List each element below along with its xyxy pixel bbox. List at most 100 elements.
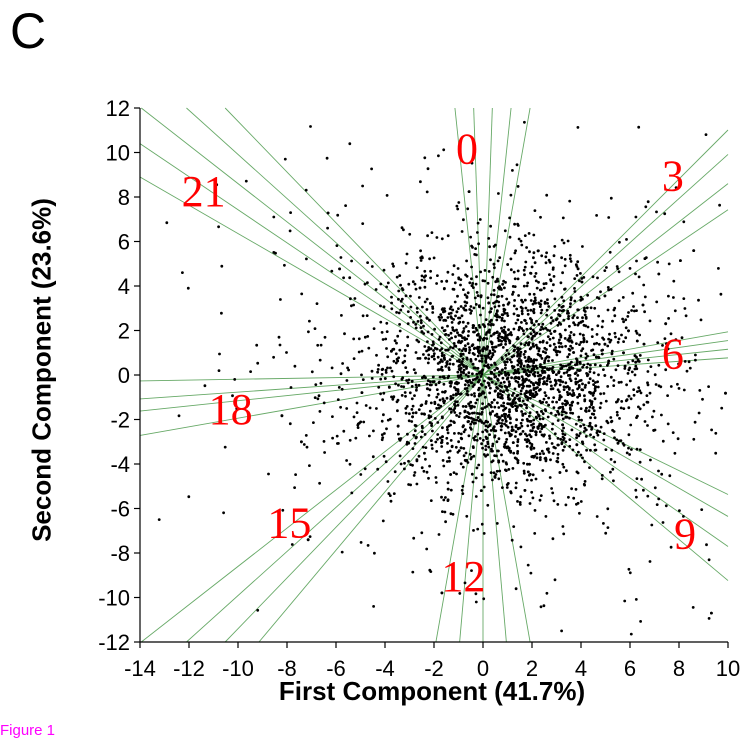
- data-point: [557, 371, 561, 375]
- cluster-label-15: 15: [267, 498, 311, 547]
- data-point: [677, 362, 680, 366]
- data-point: [462, 288, 465, 291]
- data-point: [524, 395, 528, 399]
- data-point: [342, 276, 345, 280]
- data-point: [446, 425, 449, 429]
- data-point: [436, 355, 440, 359]
- data-point: [714, 451, 718, 455]
- data-point: [407, 419, 411, 423]
- data-point: [492, 262, 496, 266]
- data-point: [539, 388, 542, 391]
- data-point: [479, 489, 483, 492]
- data-point: [572, 391, 575, 395]
- data-point: [512, 525, 516, 528]
- data-point: [504, 340, 508, 343]
- data-point: [385, 347, 388, 350]
- data-point: [406, 381, 410, 385]
- data-point: [564, 364, 568, 368]
- data-point: [602, 432, 606, 435]
- data-point: [637, 125, 641, 129]
- data-point: [406, 335, 410, 339]
- data-point: [377, 363, 380, 367]
- data-point: [518, 426, 522, 430]
- data-point: [590, 412, 594, 416]
- data-point: [448, 358, 452, 362]
- data-point: [561, 448, 565, 452]
- data-point: [648, 391, 652, 395]
- data-point: [682, 297, 686, 300]
- data-point: [520, 309, 524, 313]
- data-point: [602, 338, 606, 341]
- data-point: [533, 374, 537, 378]
- data-point: [623, 364, 627, 368]
- data-point: [451, 328, 455, 332]
- data-point: [593, 389, 597, 392]
- data-point: [551, 400, 554, 404]
- data-point: [568, 257, 572, 261]
- data-point: [356, 423, 360, 427]
- data-point: [581, 382, 584, 386]
- data-point: [419, 314, 422, 318]
- data-point: [612, 479, 615, 483]
- data-point: [410, 420, 414, 423]
- data-point: [576, 126, 580, 129]
- data-point: [468, 404, 472, 408]
- data-point: [405, 405, 409, 408]
- data-point: [532, 388, 536, 392]
- data-point: [542, 282, 546, 286]
- data-point: [392, 264, 395, 268]
- data-point: [503, 360, 507, 364]
- ray-18-3: [139, 374, 484, 382]
- data-point: [550, 316, 553, 320]
- data-point: [511, 169, 514, 172]
- data-point: [389, 499, 393, 503]
- data-point: [323, 335, 327, 339]
- data-point: [460, 230, 464, 233]
- data-point: [481, 446, 484, 450]
- data-point: [440, 591, 444, 595]
- data-point: [634, 360, 637, 364]
- data-point: [386, 355, 390, 359]
- data-point: [531, 429, 534, 432]
- data-point: [533, 532, 537, 535]
- data-point: [589, 448, 592, 452]
- data-point: [472, 383, 476, 386]
- data-point: [523, 120, 526, 124]
- data-point: [671, 431, 675, 434]
- data-point: [477, 242, 480, 246]
- data-point: [634, 272, 637, 276]
- data-point: [627, 329, 630, 333]
- data-point: [521, 414, 525, 417]
- data-point: [440, 415, 444, 419]
- data-point: [471, 282, 475, 285]
- data-point: [463, 293, 467, 297]
- ray-12-0: [482, 374, 531, 643]
- data-point: [451, 396, 455, 400]
- data-point: [487, 237, 491, 240]
- data-point: [427, 353, 431, 357]
- data-point: [449, 488, 453, 492]
- y-tick-label: 8: [118, 185, 130, 210]
- data-point: [511, 285, 515, 288]
- data-point: [501, 418, 504, 422]
- data-point: [632, 305, 635, 308]
- data-point: [556, 503, 560, 506]
- data-point: [538, 430, 542, 434]
- data-point: [366, 281, 369, 285]
- data-point: [582, 276, 586, 279]
- data-point: [638, 333, 641, 337]
- data-point: [412, 474, 416, 477]
- data-point: [506, 415, 510, 418]
- data-point: [523, 265, 527, 269]
- data-point: [463, 458, 467, 462]
- data-point: [512, 372, 516, 375]
- figure-caption: Figure 1: [0, 722, 56, 739]
- data-point: [539, 363, 542, 366]
- data-point: [413, 282, 417, 286]
- data-point: [414, 351, 418, 354]
- data-point: [449, 512, 453, 516]
- data-point: [595, 296, 599, 299]
- data-point: [612, 357, 616, 361]
- x-tick-label: -2: [424, 656, 444, 681]
- data-point: [562, 388, 566, 391]
